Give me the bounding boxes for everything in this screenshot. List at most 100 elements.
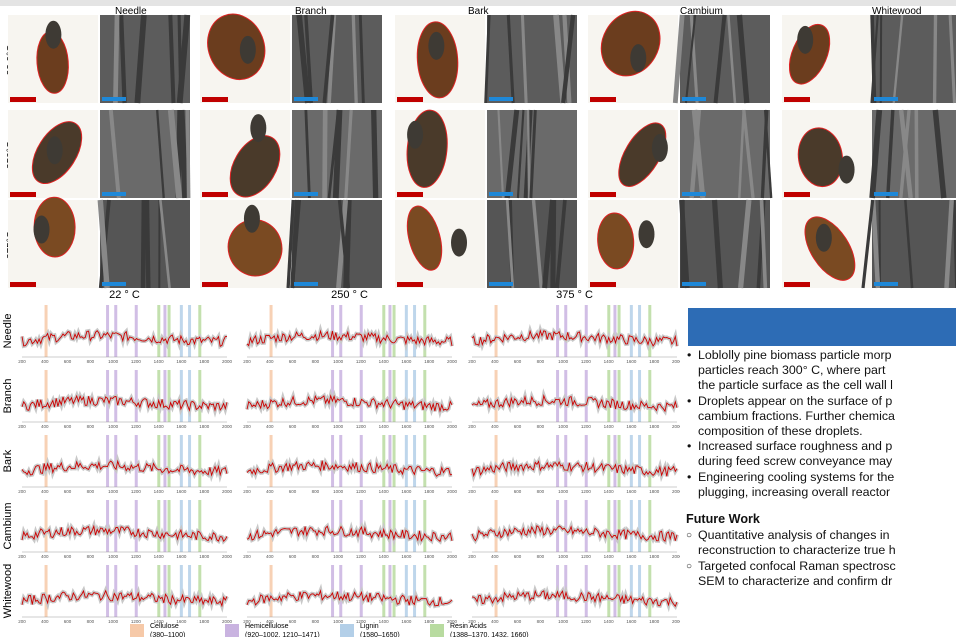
x-tick-label: 1000: [333, 424, 344, 429]
x-tick-label: 1600: [401, 424, 412, 429]
band-highlight: [638, 370, 641, 422]
band-highlight: [388, 500, 391, 552]
sem-image: [872, 200, 956, 288]
x-tick-label: 1800: [649, 489, 660, 494]
band-highlight: [393, 370, 396, 422]
x-tick-label: 200: [468, 554, 476, 559]
particle: [428, 32, 444, 60]
band-highlight: [618, 370, 621, 422]
scale-bar: [874, 97, 898, 101]
sem-image: [292, 200, 382, 288]
band-highlight: [188, 305, 191, 357]
band-highlight: [638, 565, 641, 617]
scale-bar: [102, 282, 126, 286]
band-highlight: [618, 305, 621, 357]
bullet-line: Droplets appear on the surface of p: [698, 394, 956, 409]
band-highlight: [638, 500, 641, 552]
x-tick-label: 800: [87, 554, 95, 559]
band-highlight: [638, 305, 641, 357]
band-highlight: [157, 305, 160, 357]
x-tick-label: 2000: [222, 424, 233, 429]
spectra-title: 22 ° C: [109, 289, 140, 301]
band-highlight: [613, 500, 616, 552]
band-highlight: [618, 565, 621, 617]
band-highlight: [393, 305, 396, 357]
band-highlight: [613, 305, 616, 357]
band-highlight: [188, 500, 191, 552]
sem-texture: [143, 200, 144, 288]
spectra-row-label: Needle: [2, 314, 14, 349]
x-tick-label: 400: [41, 619, 49, 624]
x-tick-label: 800: [537, 359, 545, 364]
band-highlight: [382, 435, 385, 487]
band-highlight: [648, 500, 651, 552]
x-tick-label: 200: [468, 489, 476, 494]
spectra-title: 250 ° C: [331, 289, 368, 301]
band-highlight: [45, 500, 48, 552]
band-highlight: [630, 305, 633, 357]
band-highlight: [382, 305, 385, 357]
x-tick-label: 600: [64, 359, 72, 364]
x-tick-label: 800: [312, 489, 320, 494]
x-tick-label: 600: [64, 489, 72, 494]
x-tick-label: 1600: [401, 554, 412, 559]
x-tick-label: 1600: [176, 554, 187, 559]
item-line: Targeted confocal Raman spectrosc: [698, 559, 956, 574]
particle: [638, 220, 654, 248]
x-tick-label: 1000: [558, 424, 569, 429]
x-tick-label: 1000: [558, 359, 569, 364]
band-highlight: [413, 305, 416, 357]
x-tick-label: 1000: [108, 619, 119, 624]
x-tick-label: 1400: [604, 359, 615, 364]
band-highlight: [495, 565, 498, 617]
x-tick-label: 1200: [581, 424, 592, 429]
spectra-row-label: Cambium: [2, 502, 14, 549]
x-tick-label: 1400: [604, 424, 615, 429]
band-highlight: [163, 500, 166, 552]
x-tick-label: 1400: [379, 619, 390, 624]
x-tick-label: 600: [64, 554, 72, 559]
x-tick-label: 1200: [356, 489, 367, 494]
scale-bar: [590, 97, 616, 102]
band-highlight: [135, 435, 138, 487]
band-highlight: [618, 435, 621, 487]
x-tick-label: 1600: [626, 554, 637, 559]
sem-texture: [115, 15, 117, 103]
section-header-bar: [688, 308, 956, 346]
x-tick-label: 200: [18, 489, 26, 494]
x-tick-label: 400: [41, 554, 49, 559]
band-highlight: [198, 500, 201, 552]
bullet-line: Loblolly pine biomass particle morp: [698, 348, 956, 363]
x-tick-label: 1600: [401, 359, 412, 364]
band-highlight: [607, 305, 610, 357]
x-tick-label: 600: [514, 424, 522, 429]
spectra-title: 375 ° C: [556, 289, 593, 301]
particle: [240, 36, 256, 64]
sem-texture: [528, 110, 529, 198]
band-highlight: [585, 305, 588, 357]
scale-bar: [682, 192, 706, 196]
x-tick-label: 400: [41, 359, 49, 364]
x-tick-label: 1000: [333, 619, 344, 624]
x-tick-label: 1000: [558, 619, 569, 624]
conclusions-text: Loblolly pine biomass particle morpparti…: [686, 348, 956, 589]
spectra-row-label: Branch: [2, 379, 14, 414]
band-highlight: [423, 370, 426, 422]
x-tick-label: 400: [41, 424, 49, 429]
bullet-line: the particle surface as the cell wall l: [698, 378, 956, 393]
x-tick-label: 800: [312, 619, 320, 624]
band-highlight: [413, 500, 416, 552]
scale-bar: [590, 282, 616, 287]
band-highlight: [613, 565, 616, 617]
band-highlight: [405, 500, 408, 552]
legend-range: (1388–1370, 1432, 1660): [450, 632, 529, 637]
sem-image: [680, 200, 770, 288]
band-highlight: [585, 435, 588, 487]
x-tick-label: 1800: [424, 489, 435, 494]
band-highlight: [331, 435, 334, 487]
x-tick-label: 1200: [131, 554, 142, 559]
sem-texture: [935, 15, 936, 103]
x-tick-label: 1600: [626, 359, 637, 364]
x-tick-label: 1400: [379, 424, 390, 429]
particle: [34, 216, 50, 244]
